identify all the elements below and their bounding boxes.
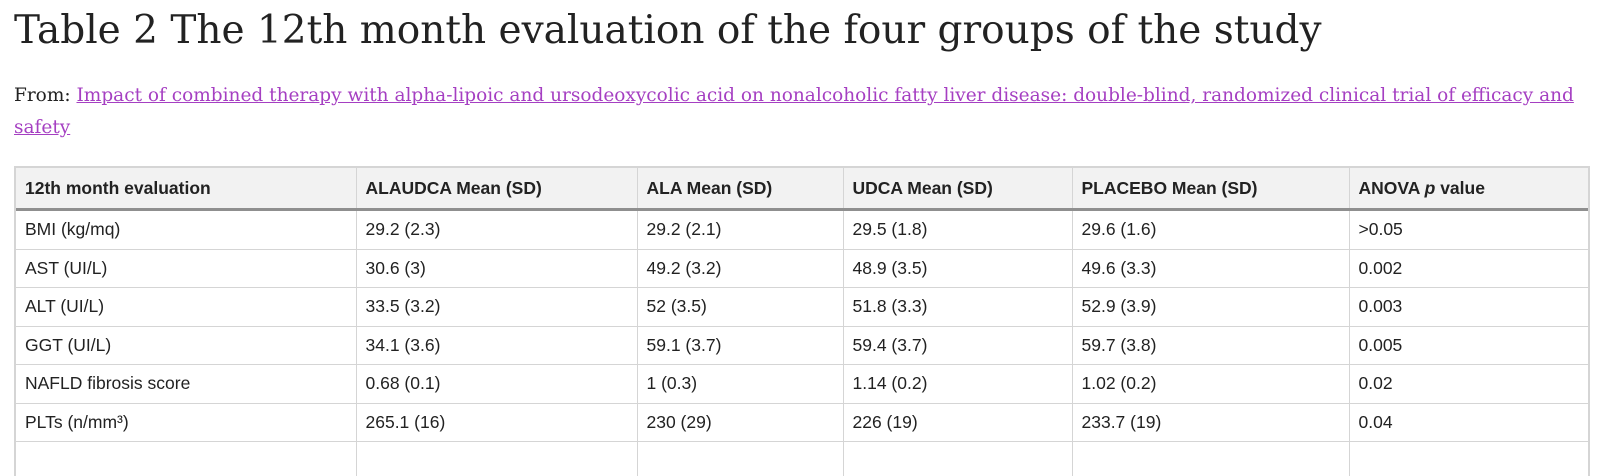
table-cell [843,442,1072,476]
table-row: GGT (UI/L) 34.1 (3.6) 59.1 (3.7) 59.4 (3… [16,326,1588,365]
page: Table 2 The 12th month evaluation of the… [0,0,1600,466]
table-cell: 49.2 (3.2) [637,249,843,288]
table-row: BMI (kg/mq) 29.2 (2.3) 29.2 (2.1) 29.5 (… [16,210,1588,250]
table-cell: 33.5 (3.2) [356,288,637,327]
column-header: ALAUDCA Mean (SD) [356,168,637,210]
table-cell: AST (UI/L) [16,249,356,288]
column-header-part: value [1435,178,1485,198]
table-cell: PLTs (n/mm³) [16,403,356,442]
table-cell [637,442,843,476]
table-cell: 1.02 (0.2) [1072,365,1349,404]
table-cell: 52 (3.5) [637,288,843,327]
table-cell [1349,442,1588,476]
data-table-container[interactable]: 12th month evaluation ALAUDCA Mean (SD) … [14,166,1590,476]
table-cell: 0.005 [1349,326,1588,365]
table-cell: 1.14 (0.2) [843,365,1072,404]
table-cell: 59.4 (3.7) [843,326,1072,365]
table-cell: 29.6 (1.6) [1072,210,1349,250]
table-cell [16,442,356,476]
data-table: 12th month evaluation ALAUDCA Mean (SD) … [16,168,1588,476]
table-row: NAFLD fibrosis score 0.68 (0.1) 1 (0.3) … [16,365,1588,404]
table-cell [1072,442,1349,476]
table-row-partial [16,442,1588,476]
table-cell: 52.9 (3.9) [1072,288,1349,327]
table-cell: 51.8 (3.3) [843,288,1072,327]
table-cell: 0.68 (0.1) [356,365,637,404]
column-header: ANOVA p value [1349,168,1588,210]
table-cell: NAFLD fibrosis score [16,365,356,404]
table-cell: 1 (0.3) [637,365,843,404]
table-cell: 29.2 (2.3) [356,210,637,250]
page-title: Table 2 The 12th month evaluation of the… [14,2,1322,60]
article-link[interactable]: Impact of combined therapy with alpha-li… [14,85,1574,138]
table-cell: 0.02 [1349,365,1588,404]
table-cell: 0.003 [1349,288,1588,327]
table-cell: BMI (kg/mq) [16,210,356,250]
table-cell: ALT (UI/L) [16,288,356,327]
column-header-part: p [1425,178,1436,198]
table-cell: 29.5 (1.8) [843,210,1072,250]
table-row: PLTs (n/mm³) 265.1 (16) 230 (29) 226 (19… [16,403,1588,442]
table-cell: 30.6 (3) [356,249,637,288]
column-header-part: ANOVA [1359,178,1425,198]
table-cell: 265.1 (16) [356,403,637,442]
column-header: ALA Mean (SD) [637,168,843,210]
column-header: PLACEBO Mean (SD) [1072,168,1349,210]
table-cell: 29.2 (2.1) [637,210,843,250]
table-row: AST (UI/L) 30.6 (3) 49.2 (3.2) 48.9 (3.5… [16,249,1588,288]
source-citation: From: Impact of combined therapy with al… [14,80,1584,144]
from-label: From: [14,85,71,106]
table-cell: 226 (19) [843,403,1072,442]
table-row: ALT (UI/L) 33.5 (3.2) 52 (3.5) 51.8 (3.3… [16,288,1588,327]
table-cell: 230 (29) [637,403,843,442]
table-cell: 233.7 (19) [1072,403,1349,442]
table-cell: 59.7 (3.8) [1072,326,1349,365]
table-cell [356,442,637,476]
column-header: 12th month evaluation [16,168,356,210]
table-cell: 48.9 (3.5) [843,249,1072,288]
table-cell: >0.05 [1349,210,1588,250]
table-cell: 0.002 [1349,249,1588,288]
table-header-row: 12th month evaluation ALAUDCA Mean (SD) … [16,168,1588,210]
table-cell: GGT (UI/L) [16,326,356,365]
table-cell: 59.1 (3.7) [637,326,843,365]
column-header: UDCA Mean (SD) [843,168,1072,210]
table-cell: 0.04 [1349,403,1588,442]
table-cell: 34.1 (3.6) [356,326,637,365]
table-cell: 49.6 (3.3) [1072,249,1349,288]
